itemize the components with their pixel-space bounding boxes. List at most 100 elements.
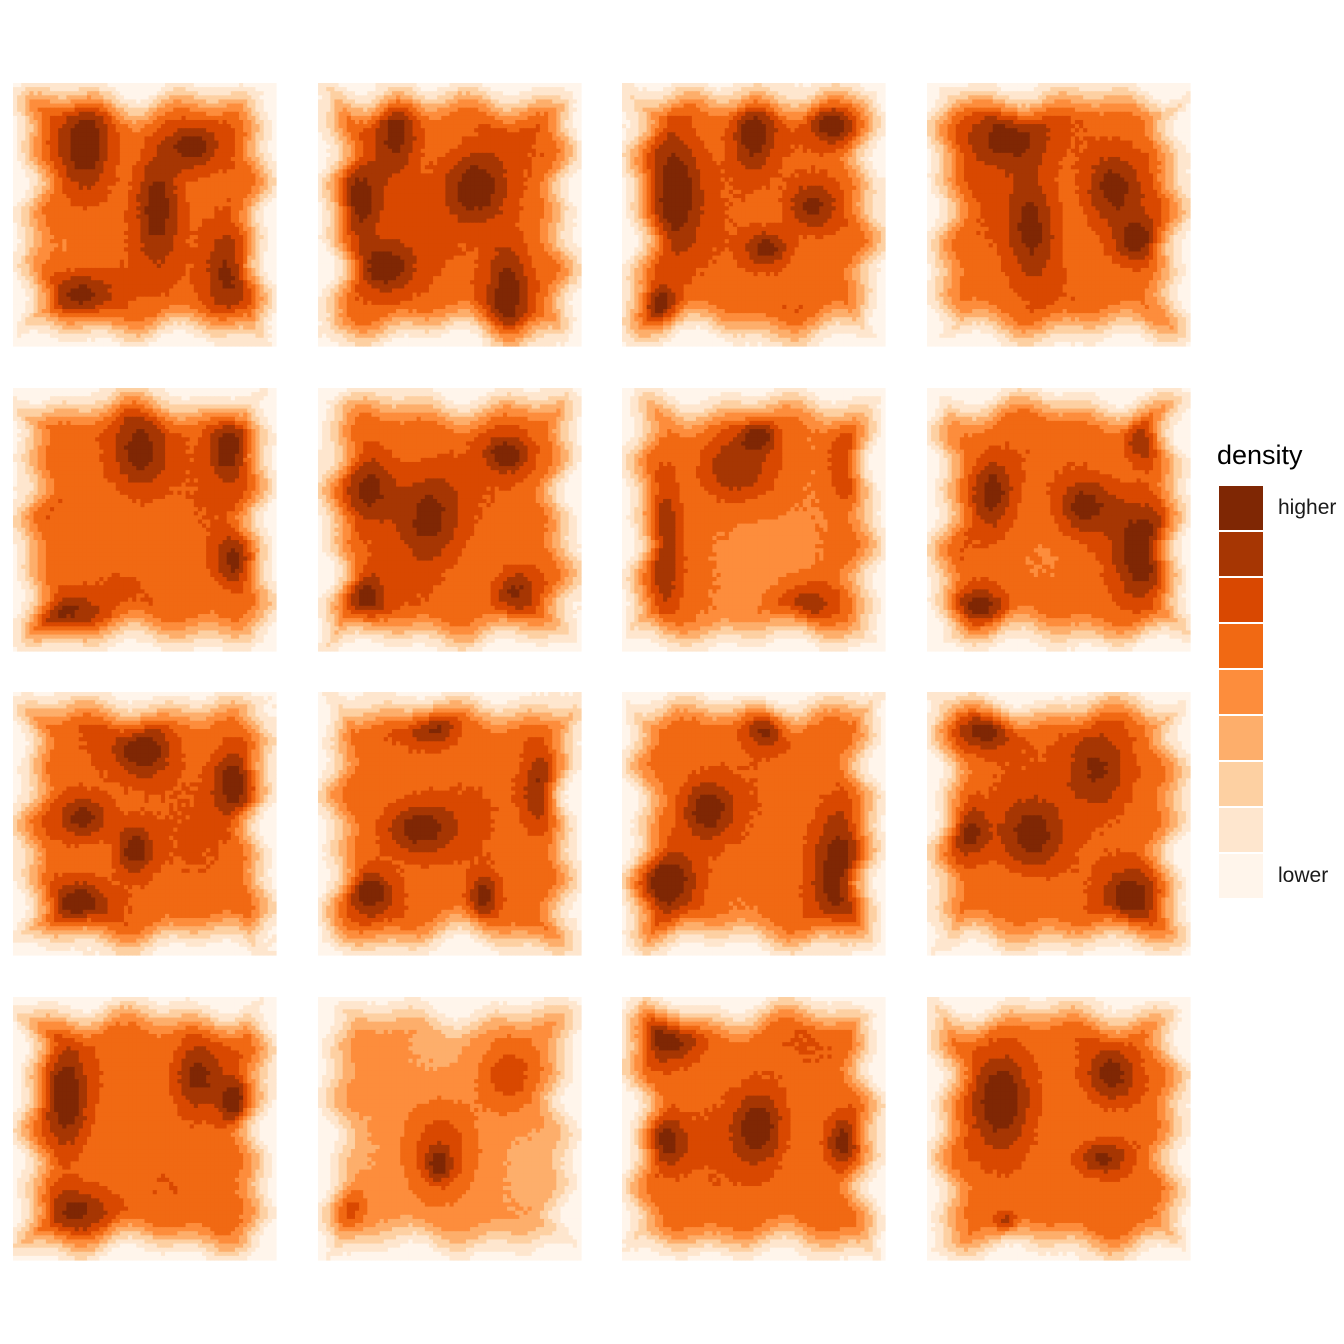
- density-cell: [17, 95, 22, 100]
- density-cell: [103, 198, 108, 203]
- density-cell: [46, 198, 51, 203]
- density-cell: [17, 215, 22, 220]
- density-cell: [29, 260, 34, 265]
- density-cell: [536, 99, 541, 104]
- density-cell: [380, 124, 385, 129]
- density-cell: [103, 149, 108, 154]
- density-cell: [536, 124, 541, 129]
- density-cell: [206, 288, 211, 293]
- density-cell: [268, 321, 273, 326]
- density-cell: [75, 264, 80, 269]
- density-cell: [132, 239, 137, 244]
- density-cell: [50, 330, 55, 335]
- density-cell: [264, 169, 269, 174]
- density-cell: [264, 301, 269, 306]
- density-cell: [140, 87, 145, 92]
- density-cell: [218, 231, 223, 236]
- density-cell: [264, 264, 269, 269]
- density-cell: [247, 132, 252, 137]
- density-cell: [25, 186, 30, 191]
- density-cell: [136, 342, 141, 347]
- density-cell: [153, 317, 158, 322]
- density-cell: [54, 120, 59, 125]
- density-cell: [458, 99, 463, 104]
- density-cell: [38, 301, 43, 306]
- density-cell: [42, 334, 47, 339]
- density-cell: [128, 215, 133, 220]
- density-cell: [552, 124, 557, 129]
- density-cell: [239, 264, 244, 269]
- density-cell: [227, 260, 232, 265]
- density-cell: [169, 136, 174, 141]
- density-cell: [177, 182, 182, 187]
- density-cell: [38, 317, 43, 322]
- density-cell: [116, 206, 121, 211]
- density-cell: [251, 313, 256, 318]
- density-cell: [50, 120, 55, 125]
- density-cell: [75, 87, 80, 92]
- density-cell: [112, 227, 117, 232]
- density-cell: [128, 338, 133, 343]
- density-cell: [71, 309, 76, 314]
- density-cell: [231, 321, 236, 326]
- density-cell: [239, 256, 244, 261]
- density-cell: [54, 321, 59, 326]
- density-cell: [71, 128, 76, 133]
- density-cell: [79, 194, 84, 199]
- density-cell: [165, 293, 170, 298]
- density-cell: [560, 95, 565, 100]
- density-cell: [87, 231, 92, 236]
- density-cell: [235, 321, 240, 326]
- density-cell: [128, 194, 133, 199]
- density-cell: [255, 293, 260, 298]
- density-cell: [392, 91, 397, 96]
- density-cell: [124, 104, 129, 109]
- density-cell: [322, 120, 327, 125]
- density-cell: [231, 104, 236, 109]
- density-cell: [169, 235, 174, 240]
- density-cell: [255, 321, 260, 326]
- density-cell: [202, 190, 207, 195]
- density-cell: [384, 108, 389, 113]
- density-cell: [112, 99, 117, 104]
- density-cell: [173, 280, 178, 285]
- density-cell: [132, 243, 137, 248]
- density-cell: [376, 124, 381, 129]
- density-cell: [17, 190, 22, 195]
- density-cell: [458, 132, 463, 137]
- density-cell: [235, 334, 240, 339]
- density-cell: [95, 104, 100, 109]
- density-cell: [157, 95, 162, 100]
- density-cell: [71, 190, 76, 195]
- density-cell: [210, 219, 215, 224]
- density-cell: [223, 141, 228, 146]
- density-cell: [157, 108, 162, 113]
- density-cell: [71, 210, 76, 215]
- density-cell: [227, 194, 232, 199]
- density-cell: [29, 99, 34, 104]
- density-cell: [499, 91, 504, 96]
- density-cell: [186, 264, 191, 269]
- density-cell: [46, 288, 51, 293]
- density-cell: [54, 334, 59, 339]
- density-cell: [243, 313, 248, 318]
- density-cell: [120, 95, 125, 100]
- density-cell: [116, 190, 121, 195]
- density-cell: [334, 91, 339, 96]
- density-cell: [132, 264, 137, 269]
- density-cell: [83, 284, 88, 289]
- density-cell: [124, 202, 129, 207]
- density-cell: [255, 120, 260, 125]
- density-cell: [190, 280, 195, 285]
- density-cell: [235, 215, 240, 220]
- density-cell: [235, 120, 240, 125]
- density-cell: [243, 124, 248, 129]
- density-cell: [128, 165, 133, 170]
- density-cell: [46, 157, 51, 162]
- density-cell: [186, 227, 191, 232]
- density-cell: [214, 161, 219, 166]
- density-cell: [120, 128, 125, 133]
- density-cell: [132, 272, 137, 277]
- density-cell: [214, 321, 219, 326]
- density-cell: [108, 276, 113, 281]
